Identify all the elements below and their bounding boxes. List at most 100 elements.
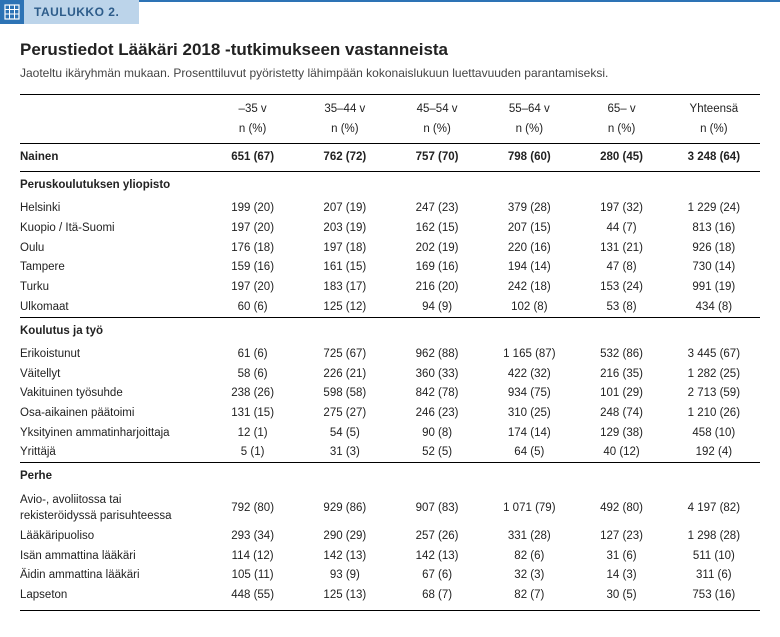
cell-value: 3 248 (64) — [668, 144, 760, 172]
cell-value: 53 (8) — [575, 297, 667, 317]
table-row: Vakituinen työsuhde238 (26)598 (58)842 (… — [20, 384, 760, 404]
cell-value: 238 (26) — [207, 384, 299, 404]
row-label: Yrittäjä — [20, 443, 207, 463]
header-rule — [139, 0, 780, 2]
table-row: Lapseton448 (55)125 (13)68 (7)82 (7)30 (… — [20, 585, 760, 610]
cell-value: 220 (16) — [483, 238, 575, 258]
table-icon — [0, 0, 24, 24]
cell-value: 31 (3) — [299, 443, 391, 463]
col-head-5: 65– v — [575, 95, 667, 120]
cell-value: 142 (13) — [391, 546, 483, 566]
cell-value: 127 (23) — [575, 526, 667, 546]
cell-value: 798 (60) — [483, 144, 575, 172]
table-row: Kuopio / Itä-Suomi197 (20)203 (19)162 (1… — [20, 218, 760, 238]
cell-value: 125 (13) — [299, 585, 391, 610]
table-row: Äidin ammattina lääkäri105 (11)93 (9)67 … — [20, 566, 760, 586]
page: TAULUKKO 2. Perustiedot Lääkäri 2018 -tu… — [0, 0, 780, 631]
cell-value: 162 (15) — [391, 218, 483, 238]
row-label: Vakituinen työsuhde — [20, 384, 207, 404]
cell-value: 360 (33) — [391, 364, 483, 384]
row-label: Tampere — [20, 258, 207, 278]
cell-value: 311 (6) — [668, 566, 760, 586]
section-header-row: Peruskoulutuksen yliopisto — [20, 172, 760, 196]
cell-value: 651 (67) — [207, 144, 299, 172]
cell-value: 202 (19) — [391, 238, 483, 258]
cell-value: 47 (8) — [575, 258, 667, 278]
cell-value: 3 445 (67) — [668, 341, 760, 364]
col-head-2: 35–44 v — [299, 95, 391, 120]
table-row: Yksityinen ammatinharjoittaja12 (1)54 (5… — [20, 423, 760, 443]
cell-value: 929 (86) — [299, 487, 391, 527]
cell-value: 492 (80) — [575, 487, 667, 527]
cell-value: 14 (3) — [575, 566, 667, 586]
col-head-3: 45–54 v — [391, 95, 483, 120]
section-header-row: Perhe — [20, 463, 760, 487]
row-label: Ulkomaat — [20, 297, 207, 317]
cell-value: 4 197 (82) — [668, 487, 760, 527]
table-row: Osa-aikainen päätoimi131 (15)275 (27)246… — [20, 403, 760, 423]
cell-value: 207 (19) — [299, 195, 391, 218]
cell-value: 246 (23) — [391, 403, 483, 423]
table-row: Yrittäjä5 (1)31 (3)52 (5)64 (5)40 (12)19… — [20, 443, 760, 463]
cell-value: 1 298 (28) — [668, 526, 760, 546]
cell-value: 458 (10) — [668, 423, 760, 443]
cell-value: 422 (32) — [483, 364, 575, 384]
cell-value: 54 (5) — [299, 423, 391, 443]
cell-value: 94 (9) — [391, 297, 483, 317]
cell-value: 598 (58) — [299, 384, 391, 404]
cell-value: 194 (14) — [483, 258, 575, 278]
table-row: Erikoistunut61 (6)725 (67)962 (88)1 165 … — [20, 341, 760, 364]
table-row: Turku197 (20)183 (17)216 (20)242 (18)153… — [20, 277, 760, 297]
cell-value: 114 (12) — [207, 546, 299, 566]
row-label: Äidin ammattina lääkäri — [20, 566, 207, 586]
cell-value: 82 (7) — [483, 585, 575, 610]
cell-value: 32 (3) — [483, 566, 575, 586]
cell-value: 290 (29) — [299, 526, 391, 546]
col-head-blank — [20, 95, 207, 120]
cell-value: 40 (12) — [575, 443, 667, 463]
cell-value: 131 (21) — [575, 238, 667, 258]
row-label: Osa-aikainen päätoimi — [20, 403, 207, 423]
row-label: Isän ammattina lääkäri — [20, 546, 207, 566]
table-subtitle: Jaoteltu ikäryhmän mukaan. Prosenttiluvu… — [20, 66, 760, 80]
cell-value: 762 (72) — [299, 144, 391, 172]
cell-value: 226 (21) — [299, 364, 391, 384]
table-head: –35 v 35–44 v 45–54 v 55–64 v 65– v Yhte… — [20, 95, 760, 144]
cell-value: 153 (24) — [575, 277, 667, 297]
row-label: Lapseton — [20, 585, 207, 610]
cell-value: 962 (88) — [391, 341, 483, 364]
cell-value: 159 (16) — [207, 258, 299, 278]
cell-value: 31 (6) — [575, 546, 667, 566]
cell-value: 102 (8) — [483, 297, 575, 317]
cell-value: 60 (6) — [207, 297, 299, 317]
table-row: Oulu176 (18)197 (18)202 (19)220 (16)131 … — [20, 238, 760, 258]
row-label: Yksityinen ammatinharjoittaja — [20, 423, 207, 443]
cell-value: 207 (15) — [483, 218, 575, 238]
cell-value: 991 (19) — [668, 277, 760, 297]
cell-value: 247 (23) — [391, 195, 483, 218]
cell-value: 90 (8) — [391, 423, 483, 443]
cell-value: 131 (15) — [207, 403, 299, 423]
cell-value: 926 (18) — [668, 238, 760, 258]
cell-value: 379 (28) — [483, 195, 575, 218]
col-head-4: 55–64 v — [483, 95, 575, 120]
cell-value: 730 (14) — [668, 258, 760, 278]
cell-value: 197 (18) — [299, 238, 391, 258]
col-sub-blank — [20, 119, 207, 144]
col-sub-5: n (%) — [575, 119, 667, 144]
cell-value: 216 (20) — [391, 277, 483, 297]
cell-value: 64 (5) — [483, 443, 575, 463]
cell-value: 161 (15) — [299, 258, 391, 278]
cell-value: 293 (34) — [207, 526, 299, 546]
cell-value: 169 (16) — [391, 258, 483, 278]
cell-value: 1 229 (24) — [668, 195, 760, 218]
col-sub-2: n (%) — [299, 119, 391, 144]
cell-value: 174 (14) — [483, 423, 575, 443]
row-label: Turku — [20, 277, 207, 297]
cell-value: 52 (5) — [391, 443, 483, 463]
cell-value: 1 165 (87) — [483, 341, 575, 364]
row-label: Kuopio / Itä-Suomi — [20, 218, 207, 238]
row-label: Erikoistunut — [20, 341, 207, 364]
cell-value: 1 210 (26) — [668, 403, 760, 423]
col-sub-1: n (%) — [207, 119, 299, 144]
